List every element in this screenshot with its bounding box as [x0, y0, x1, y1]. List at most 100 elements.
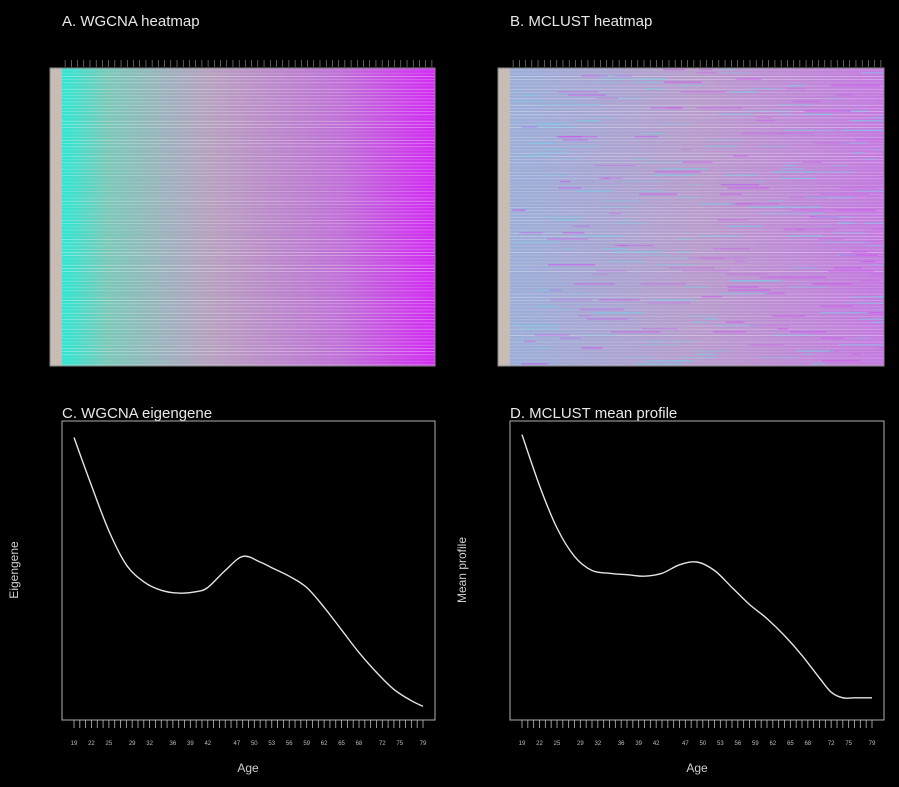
- heat-cell: [687, 315, 719, 317]
- heat-cell: [829, 350, 840, 352]
- heat-cell: [749, 324, 791, 327]
- panel-b-row-lines: [510, 68, 884, 365]
- panel-a-row-lines: [62, 69, 435, 365]
- heat-cell: [735, 78, 762, 80]
- heat-cell: [836, 254, 856, 256]
- heat-cell: [675, 168, 708, 170]
- heat-cell: [840, 187, 877, 189]
- heat-cell: [596, 75, 629, 77]
- x-tick-label: 19: [71, 741, 78, 747]
- heat-cell: [732, 155, 749, 157]
- panel-b: B. MCLUST heatmap: [497, 13, 885, 367]
- heat-cell: [797, 350, 835, 352]
- heat-cell: [599, 78, 645, 80]
- heat-cell: [705, 145, 738, 147]
- heat-cell: [622, 356, 653, 359]
- heat-cell: [809, 212, 825, 215]
- heat-cell: [550, 100, 580, 103]
- heat-cell: [879, 347, 884, 349]
- heat-cell: [653, 299, 696, 301]
- heat-cell: [759, 356, 799, 359]
- heat-cell: [560, 337, 581, 339]
- heat-cell: [677, 356, 717, 359]
- heat-cell: [719, 68, 735, 71]
- heat-cell: [837, 209, 877, 211]
- x-tick-label: 68: [356, 741, 363, 747]
- x-tick-label: 42: [653, 741, 660, 747]
- panel-a-frame: [49, 67, 436, 367]
- x-tick-label: 36: [618, 741, 625, 747]
- heat-cell: [836, 222, 856, 224]
- x-tick-label: 79: [869, 741, 876, 747]
- heat-cell: [641, 132, 665, 135]
- heat-cell: [535, 305, 557, 307]
- heat-cell: [640, 283, 687, 285]
- heat-cell: [780, 132, 815, 135]
- heat-cell: [725, 321, 744, 323]
- heat-cell: [610, 331, 661, 333]
- heat-cell: [620, 180, 671, 183]
- heat-cell: [781, 168, 804, 170]
- x-tick-label: 72: [379, 741, 386, 747]
- heat-cell: [681, 148, 692, 151]
- heat-cell: [511, 209, 526, 211]
- heat-cell: [725, 273, 767, 275]
- heat-cell: [687, 184, 702, 186]
- x-tick-label: 47: [682, 741, 689, 747]
- heat-cell: [758, 212, 806, 215]
- heat-cell: [654, 171, 701, 173]
- heat-cell: [717, 219, 748, 221]
- heat-cell: [568, 145, 598, 147]
- x-tick-label: 36: [170, 741, 177, 747]
- heat-cell: [541, 123, 559, 125]
- heat-cell: [634, 363, 682, 365]
- heat-cell: [850, 353, 861, 355]
- heat-cell: [562, 232, 585, 234]
- heat-cell: [833, 164, 849, 167]
- heat-cell: [822, 360, 860, 362]
- heat-cell: [859, 302, 884, 304]
- heat-cell: [787, 84, 804, 87]
- heat-cell: [566, 292, 589, 295]
- panel-d-plot-frame: [509, 420, 885, 721]
- heat-cell: [663, 68, 686, 71]
- heat-cell: [598, 299, 640, 301]
- heat-cell: [619, 219, 635, 221]
- heat-cell: [776, 206, 822, 208]
- heat-cell: [840, 254, 878, 256]
- heat-cell: [674, 196, 700, 199]
- x-tick-label: 25: [106, 741, 113, 747]
- panel-c-ylabel: Eigengene: [7, 541, 21, 599]
- x-tick-label: 29: [129, 741, 136, 747]
- heat-cell: [556, 136, 582, 138]
- heat-cell: [520, 126, 553, 128]
- heat-cell: [801, 353, 815, 355]
- heat-cell: [602, 248, 628, 250]
- heat-cell: [521, 363, 549, 365]
- x-tick-label: 29: [577, 741, 584, 747]
- heat-cell: [614, 97, 645, 99]
- heat-cell: [783, 129, 814, 131]
- heat-cell: [644, 360, 693, 362]
- heat-cell: [727, 289, 771, 291]
- heat-cell: [696, 72, 716, 74]
- heat-cell: [614, 244, 627, 247]
- heat-cell: [844, 302, 864, 304]
- heat-cell: [699, 68, 713, 71]
- heat-cell: [563, 158, 580, 160]
- heat-cell: [562, 139, 589, 141]
- heat-cell: [660, 123, 691, 125]
- heat-cell: [602, 206, 633, 208]
- heat-cell: [545, 216, 585, 218]
- heat-cell: [818, 225, 832, 227]
- panel-c-series-line: [73, 437, 424, 707]
- heat-cell: [828, 270, 874, 272]
- heat-cell: [510, 100, 546, 103]
- heat-cell: [748, 344, 784, 346]
- heat-cell: [791, 209, 838, 211]
- heat-cell: [641, 328, 678, 330]
- x-tick-label: 59: [303, 741, 310, 747]
- x-tick-label: 47: [234, 741, 241, 747]
- heat-cell: [872, 321, 884, 323]
